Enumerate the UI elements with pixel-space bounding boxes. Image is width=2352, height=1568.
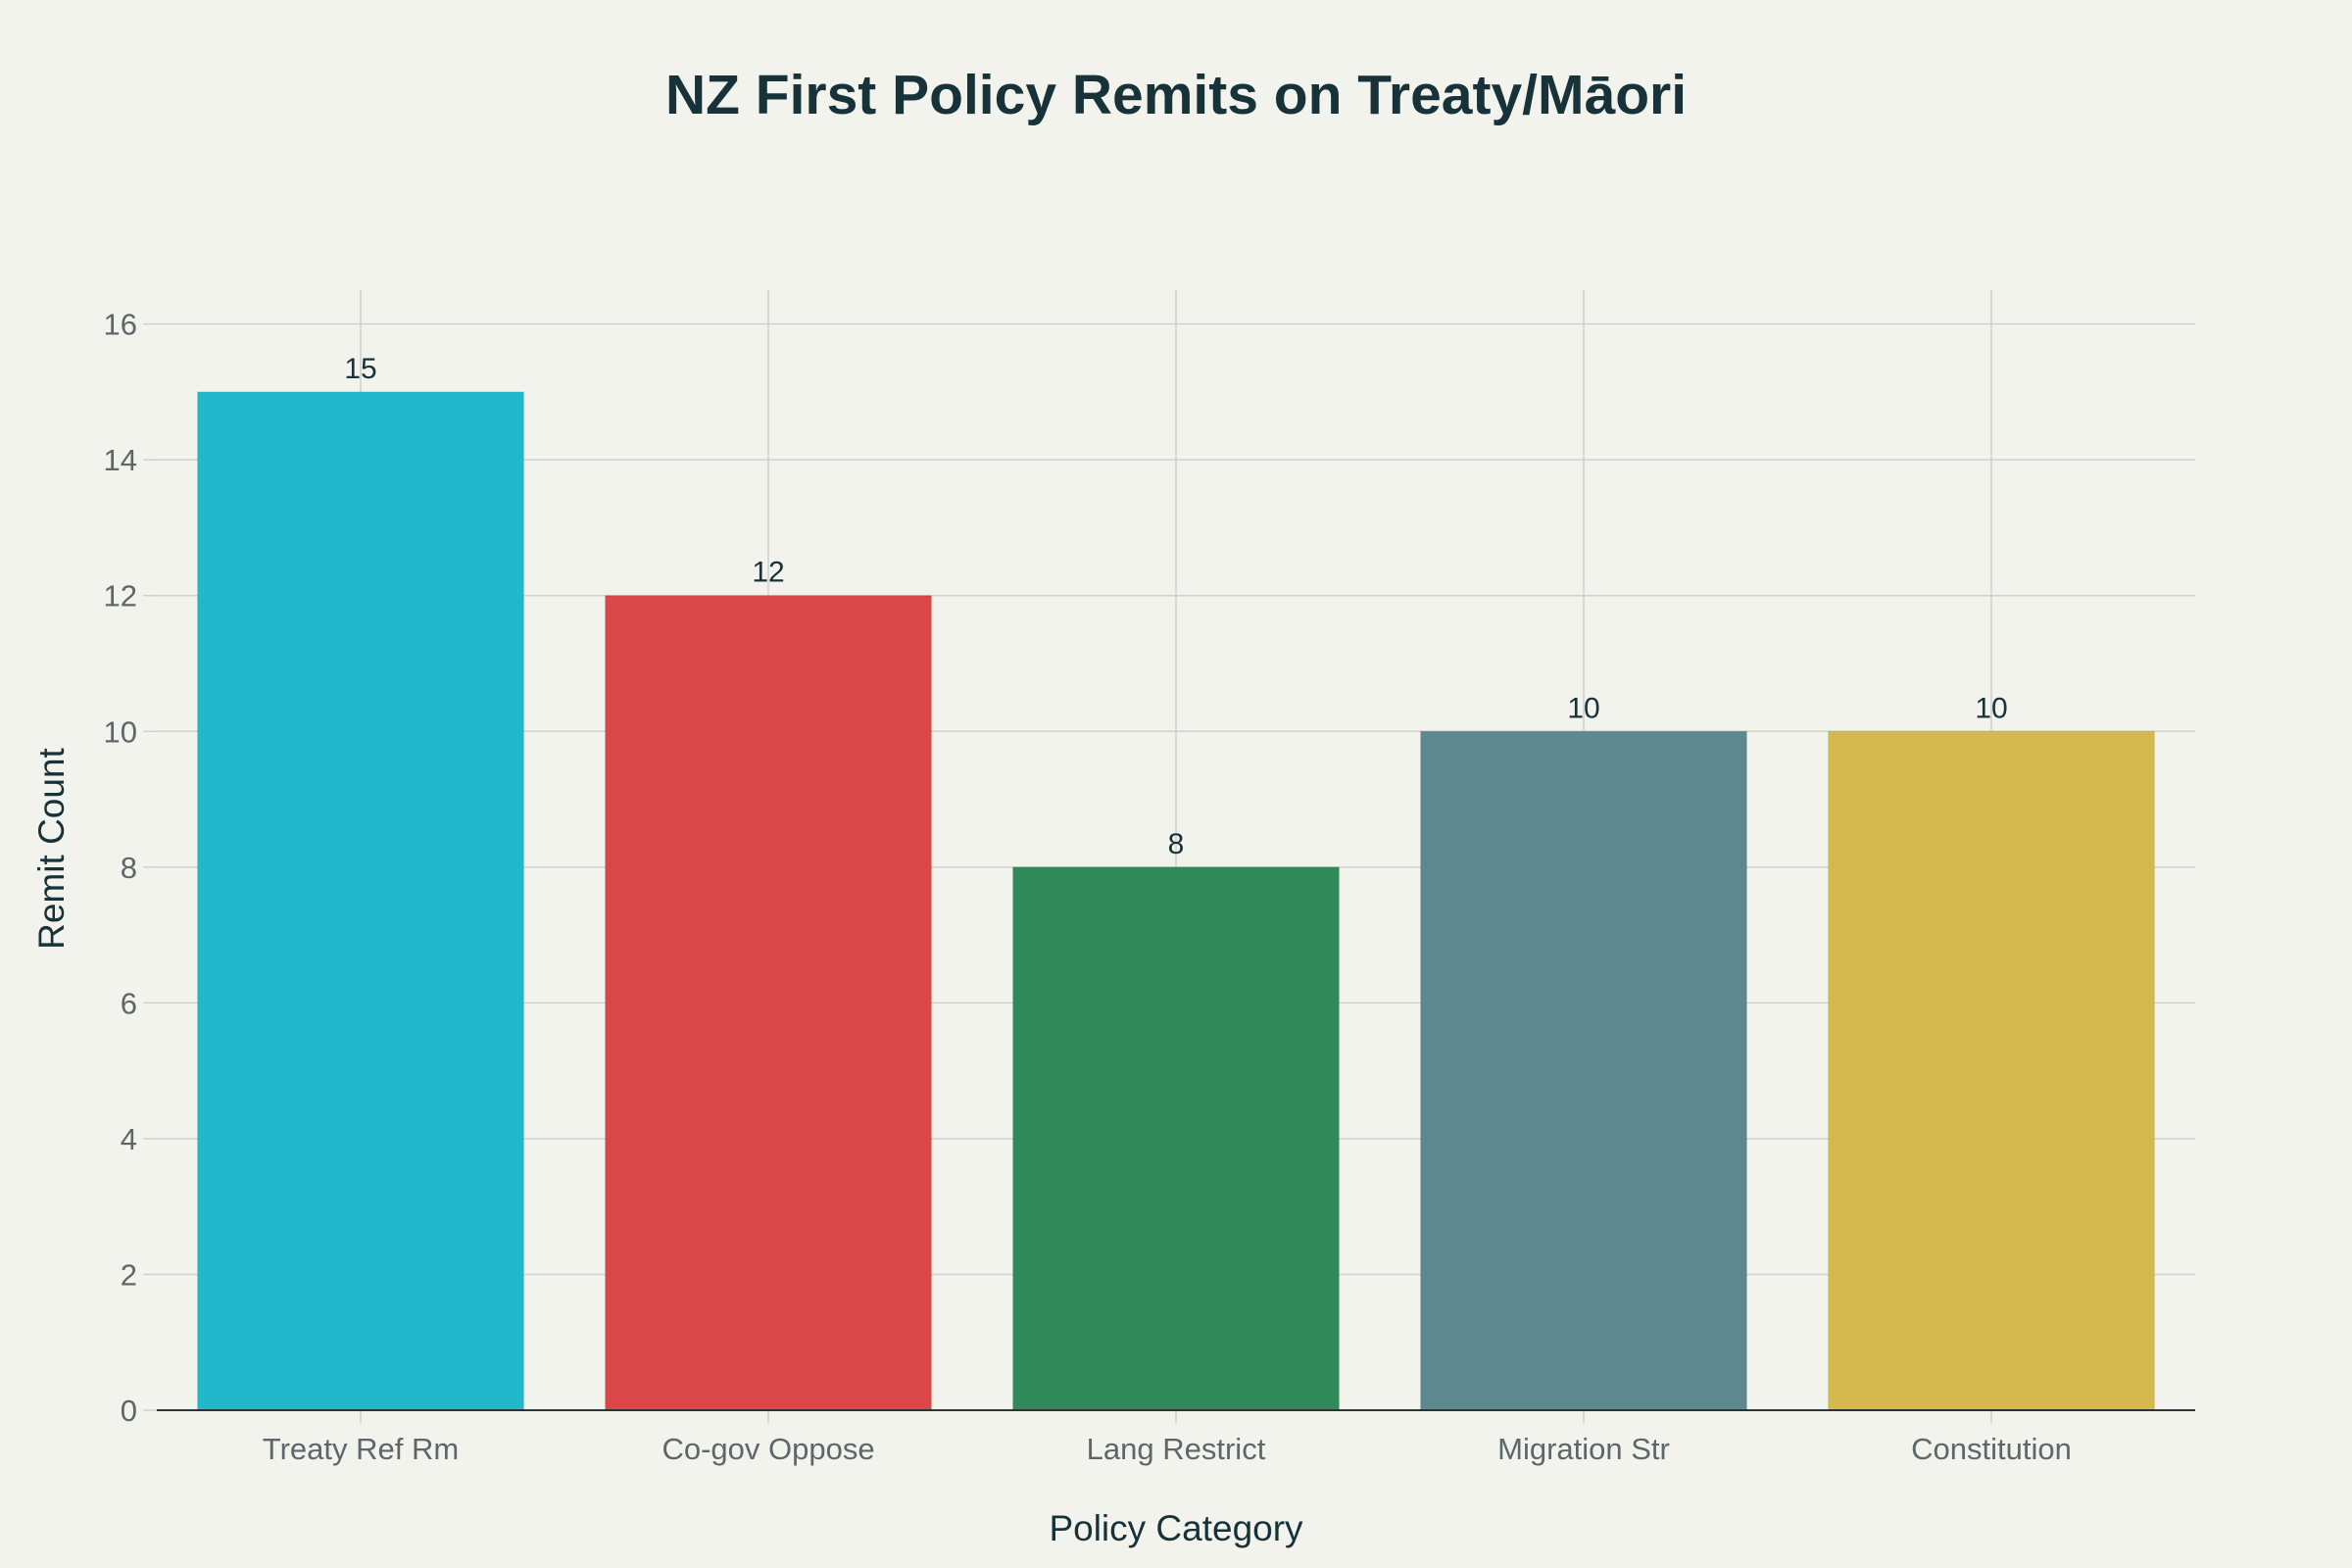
y-tick-label: 16 bbox=[104, 308, 137, 342]
bar bbox=[1420, 730, 1747, 1411]
bar-value-label: 10 bbox=[1567, 692, 1599, 724]
bar bbox=[1012, 866, 1340, 1411]
y-tick-label: 4 bbox=[121, 1122, 137, 1156]
bars-group bbox=[197, 391, 2155, 1411]
bar bbox=[605, 595, 932, 1411]
x-tick-label: Migration Str bbox=[1497, 1432, 1670, 1466]
x-axis-title: Policy Category bbox=[1049, 1508, 1303, 1548]
y-tick-label: 2 bbox=[121, 1257, 137, 1292]
y-tick-label: 6 bbox=[121, 986, 137, 1020]
chart-title: NZ First Policy Remits on Treaty/Māori bbox=[665, 64, 1687, 126]
bar-value-label: 12 bbox=[752, 557, 784, 589]
x-tick-label: Lang Restrict bbox=[1087, 1432, 1266, 1466]
bar-value-label: 10 bbox=[1975, 692, 2007, 724]
data-labels-group: 15 12 8 10 10 bbox=[344, 353, 2007, 860]
x-tick-label: Treaty Ref Rm bbox=[263, 1432, 459, 1466]
bar bbox=[1828, 730, 2155, 1411]
y-axis-ticks: 0 2 4 6 8 10 12 14 16 bbox=[104, 308, 157, 1428]
bar-value-label: 8 bbox=[1168, 828, 1185, 860]
y-tick-label: 14 bbox=[104, 443, 137, 477]
y-tick-label: 12 bbox=[104, 579, 137, 613]
x-tick-label: Constitution bbox=[1911, 1432, 2072, 1466]
x-tick-label: Co-gov Oppose bbox=[662, 1432, 874, 1466]
x-axis-ticks: Treaty Ref Rm Co-gov Oppose Lang Restrict M… bbox=[263, 1432, 2072, 1466]
bar-value-label: 15 bbox=[344, 353, 376, 385]
y-tick-label: 10 bbox=[104, 714, 137, 749]
y-axis-title: Remit Count bbox=[31, 747, 72, 949]
y-tick-label: 0 bbox=[121, 1394, 137, 1428]
y-tick-label: 8 bbox=[121, 851, 137, 885]
bar bbox=[197, 391, 524, 1411]
